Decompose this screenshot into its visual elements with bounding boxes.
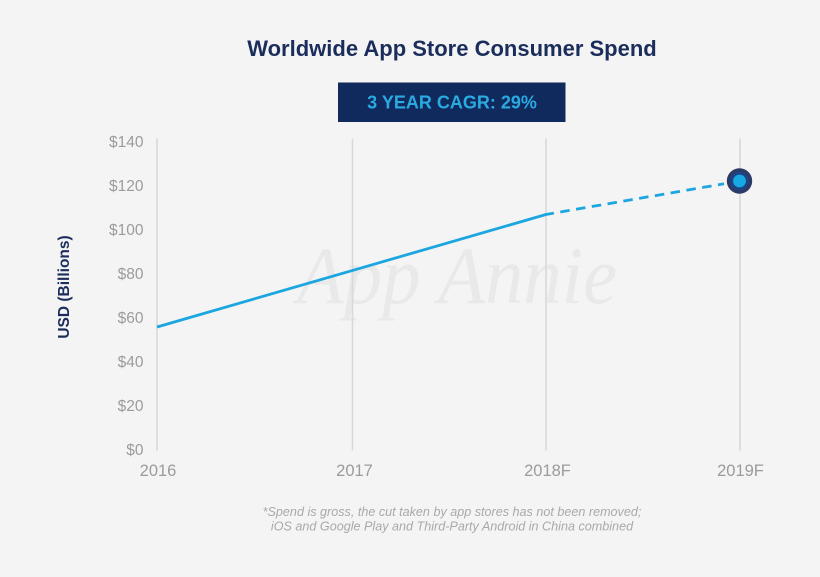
svg-text:$40: $40 [118,354,144,371]
svg-text:$20: $20 [118,398,144,415]
svg-text:$100: $100 [109,222,144,239]
svg-text:USD (Billions): USD (Billions) [56,235,73,338]
svg-text:iOS and Google Play and Third-: iOS and Google Play and Third-Party Andr… [271,520,634,534]
svg-text:Worldwide App Store Consumer S: Worldwide App Store Consumer Spend [247,36,656,61]
svg-text:2016: 2016 [140,462,177,480]
svg-text:$0: $0 [126,442,144,459]
svg-text:$140: $140 [109,134,144,151]
svg-text:2019F: 2019F [717,462,764,480]
svg-text:2018F: 2018F [524,462,571,480]
svg-text:$60: $60 [118,310,144,327]
svg-text:$120: $120 [109,178,144,195]
svg-text:*Spend is gross, the cut taken: *Spend is gross, the cut taken by app st… [263,505,642,519]
svg-text:App Annie: App Annie [292,230,617,321]
svg-text:2017: 2017 [336,462,373,480]
svg-text:3 YEAR CAGR: 29%: 3 YEAR CAGR: 29% [367,93,537,113]
svg-text:$80: $80 [118,266,144,283]
